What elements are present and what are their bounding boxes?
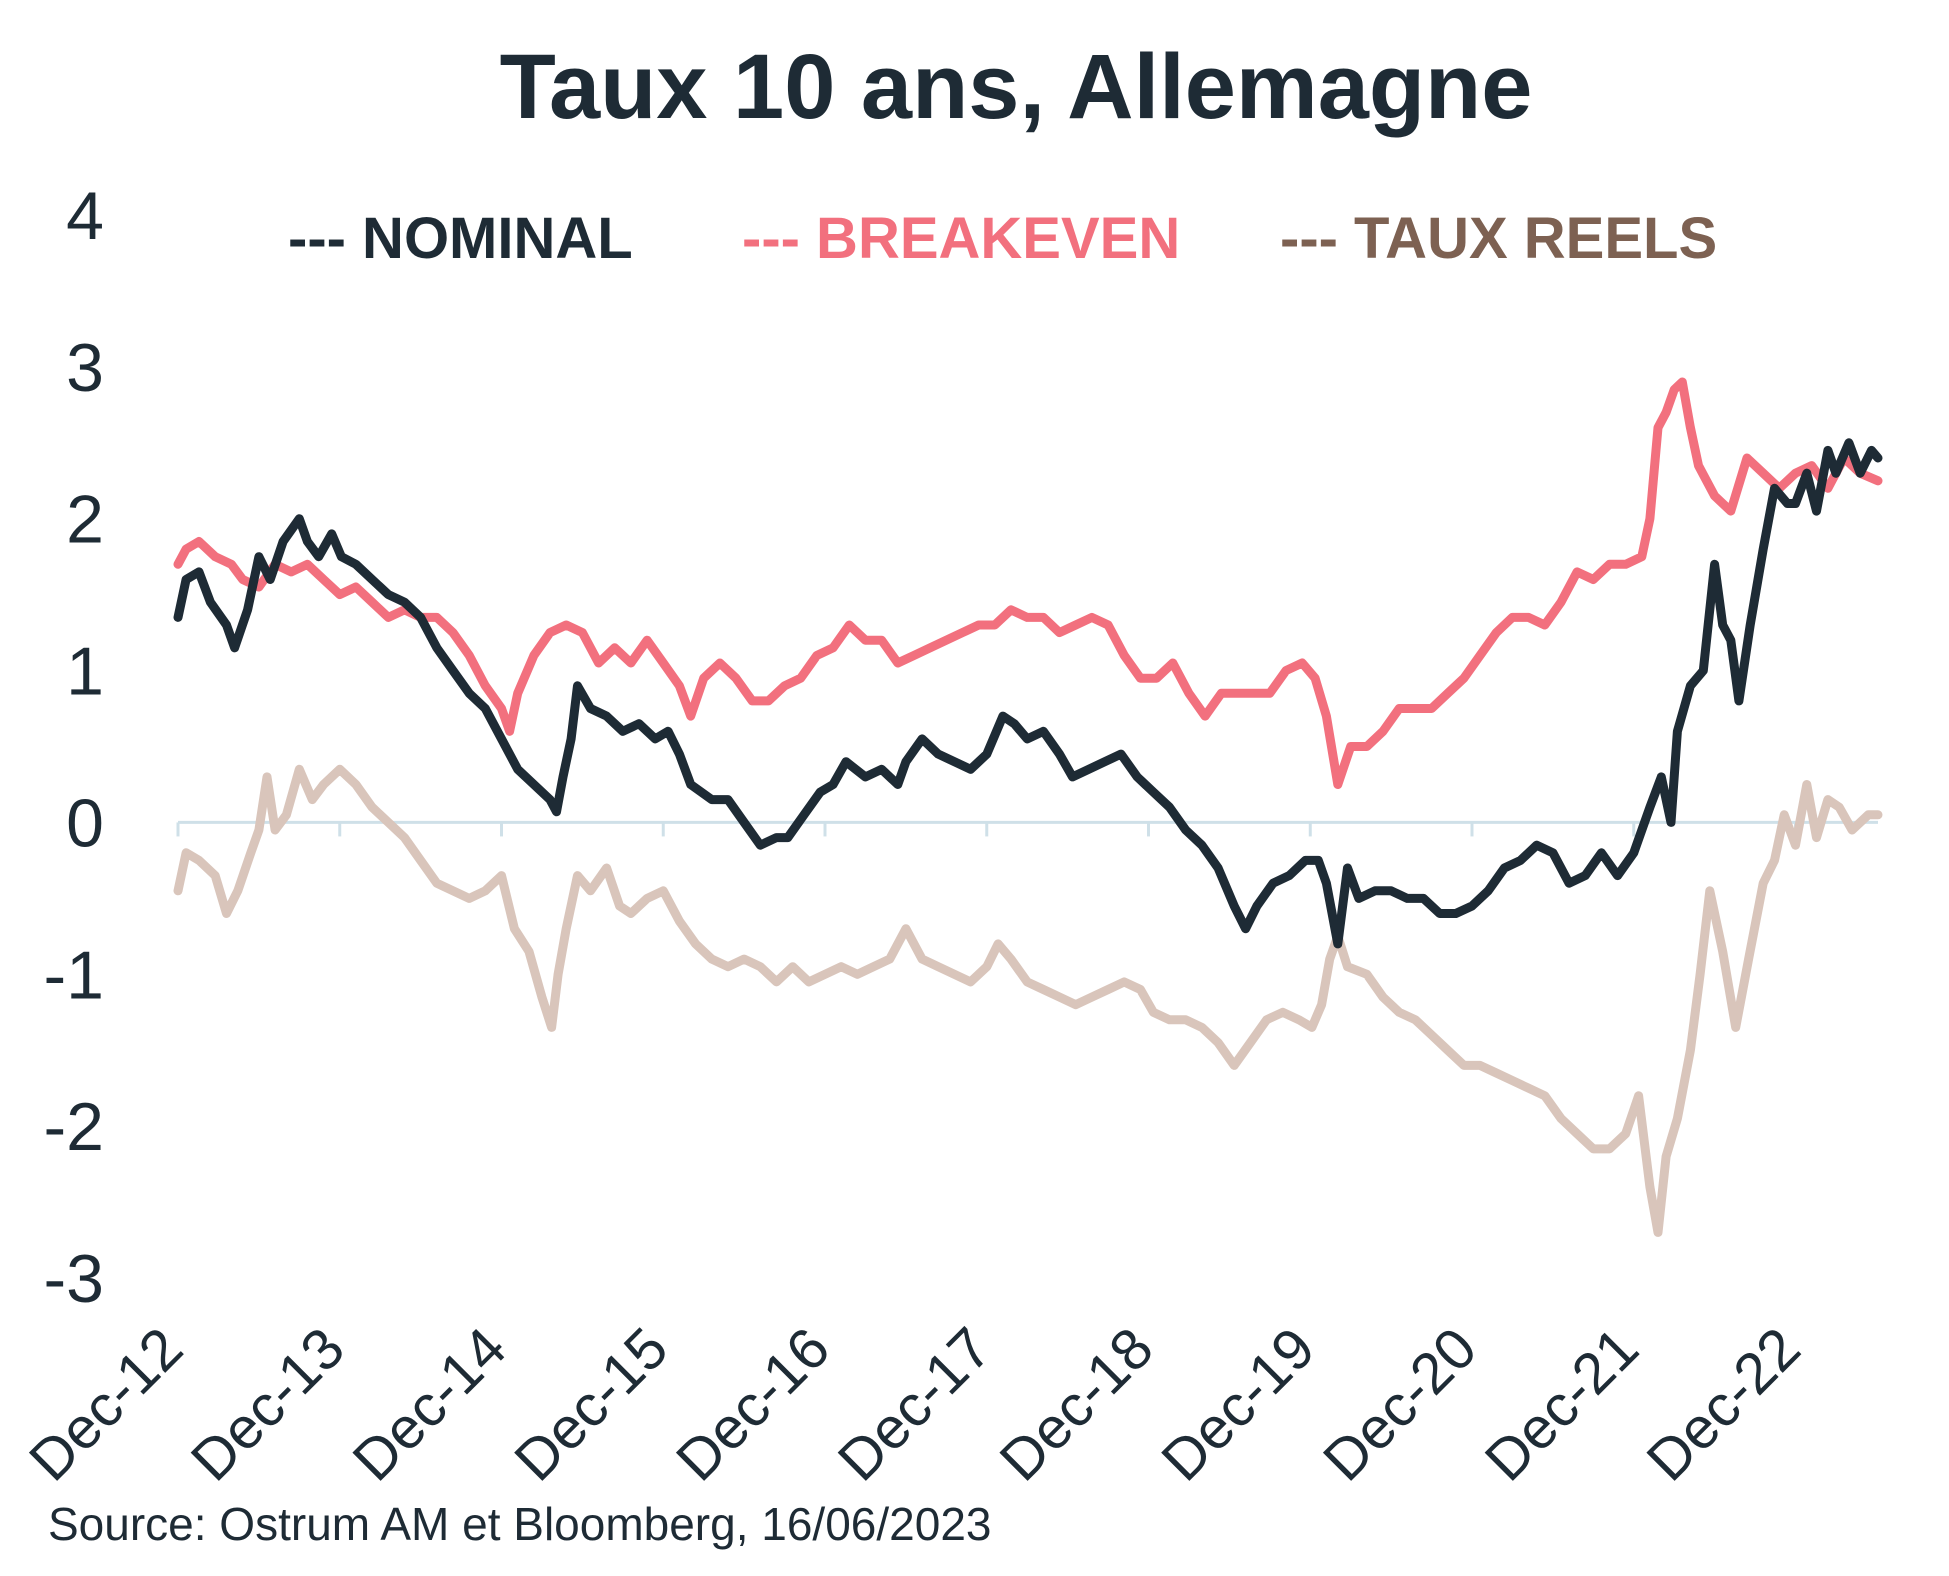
series-line-breakeven — [173, 377, 1883, 789]
x-tick-label: Dec-15 — [502, 1315, 680, 1493]
x-axis: Dec-12Dec-13Dec-14Dec-15Dec-16Dec-17Dec-… — [17, 820, 1878, 1493]
x-tick-label: Dec-17 — [826, 1315, 1004, 1493]
x-tick-label: Dec-21 — [1473, 1315, 1651, 1493]
x-tick-label: Dec-12 — [17, 1315, 195, 1493]
y-tick-label: 1 — [66, 634, 104, 710]
x-tick-label: Dec-18 — [988, 1315, 1166, 1493]
x-tick-label: Dec-20 — [1311, 1315, 1489, 1493]
chart-title: Taux 10 ans, Allemagne — [500, 36, 1533, 138]
series-line-taux-reels — [173, 764, 1883, 1237]
x-tick-label: Dec-13 — [179, 1315, 357, 1493]
y-tick-label: 3 — [66, 330, 104, 406]
x-tick-label: Dec-22 — [1635, 1315, 1813, 1493]
y-tick-label: 2 — [66, 482, 104, 558]
y-tick-label: 0 — [66, 785, 104, 861]
y-tick-label: 4 — [66, 178, 104, 254]
series-layer — [173, 377, 1883, 1237]
y-axis: 4 3 2 1 0 -1 -2 -3 — [44, 178, 104, 1317]
legend: --- NOMINAL --- BREAKEVEN --- TAUX REELS — [288, 206, 1717, 271]
y-tick-label: -3 — [44, 1241, 104, 1317]
legend-item-nominal: --- NOMINAL — [288, 206, 633, 271]
source-note: Source: Ostrum AM et Bloomberg, 16/06/20… — [48, 1498, 992, 1550]
x-tick-label: Dec-14 — [341, 1315, 519, 1493]
legend-item-taux-reels: --- TAUX REELS — [1280, 206, 1717, 271]
legend-item-breakeven: --- BREAKEVEN — [742, 206, 1180, 271]
y-tick-label: -1 — [44, 937, 104, 1013]
x-tick-label: Dec-19 — [1149, 1315, 1327, 1493]
x-tick-label: Dec-16 — [664, 1315, 842, 1493]
series-line-nominal — [173, 438, 1883, 949]
y-tick-label: -2 — [44, 1089, 104, 1165]
